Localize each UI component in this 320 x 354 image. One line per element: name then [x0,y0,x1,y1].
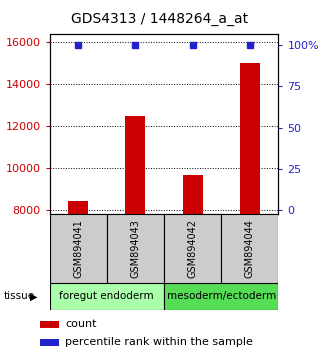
Text: tissue: tissue [3,291,34,302]
Bar [107,214,164,283]
Text: GSM894044: GSM894044 [245,219,255,278]
Text: GDS4313 / 1448264_a_at: GDS4313 / 1448264_a_at [71,12,249,27]
Bar [68,200,88,214]
Text: mesoderm/ectoderm: mesoderm/ectoderm [167,291,276,302]
Bar [240,63,260,214]
Bar [221,214,278,283]
Bar [50,283,164,310]
Text: GSM894043: GSM894043 [131,219,140,278]
Text: foregut endoderm: foregut endoderm [60,291,154,302]
Bar [125,115,145,214]
Text: count: count [65,319,97,329]
Bar [40,339,60,346]
Text: GSM894042: GSM894042 [188,219,198,278]
Text: percentile rank within the sample: percentile rank within the sample [65,337,253,347]
Bar [164,214,221,283]
Bar [40,321,60,328]
Bar [50,214,107,283]
Text: ▶: ▶ [30,291,38,302]
Bar [164,283,278,310]
Text: GSM894041: GSM894041 [73,219,83,278]
Bar [183,175,203,214]
